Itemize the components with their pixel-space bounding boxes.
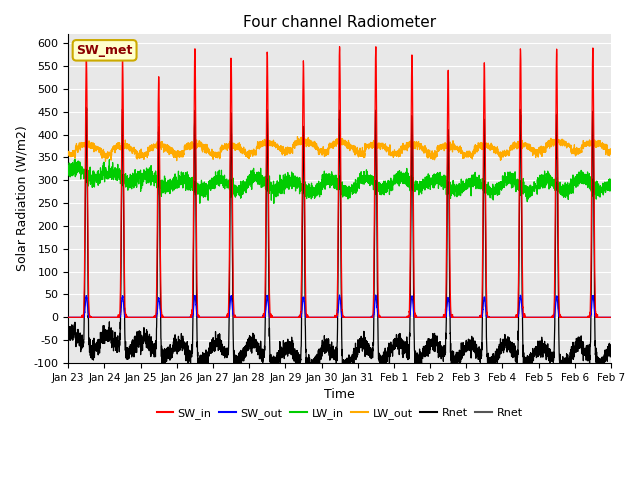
Title: Four channel Radiometer: Four channel Radiometer <box>243 15 436 30</box>
Text: SW_met: SW_met <box>76 44 132 57</box>
Y-axis label: Solar Radiation (W/m2): Solar Radiation (W/m2) <box>15 126 28 271</box>
Legend: SW_in, SW_out, LW_in, LW_out, Rnet, Rnet: SW_in, SW_out, LW_in, LW_out, Rnet, Rnet <box>152 404 527 423</box>
X-axis label: Time: Time <box>324 388 355 401</box>
